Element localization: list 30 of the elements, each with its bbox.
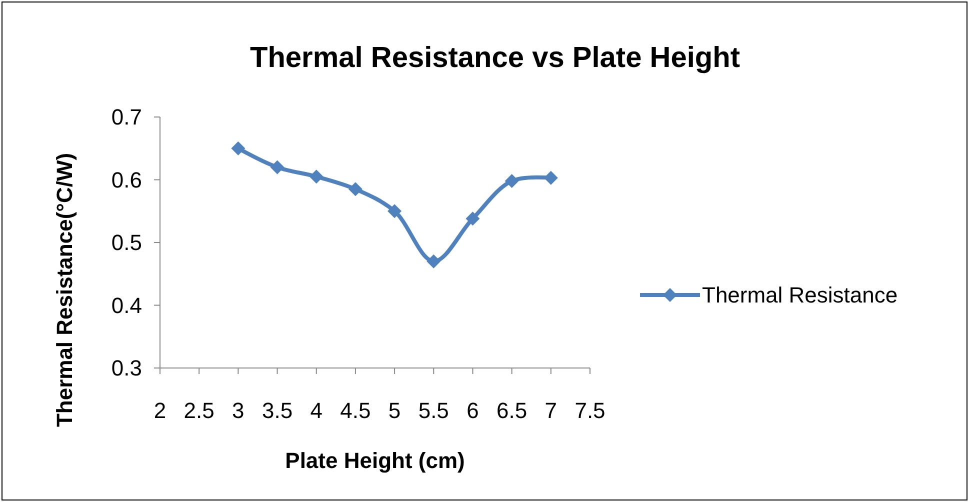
x-tick-label: 3 <box>232 398 244 423</box>
y-axis-title: Thermal Resistance(°C/W) <box>52 152 77 428</box>
y-tick-label: 0.4 <box>111 292 142 318</box>
x-tick-label: 6 <box>466 398 479 423</box>
point <box>270 160 284 174</box>
point <box>348 182 362 196</box>
x-tick-label: 2 <box>154 398 166 423</box>
x-tick-label: 3.5 <box>262 398 293 423</box>
point <box>504 174 519 188</box>
x-tick-label: 7 <box>544 398 558 423</box>
point <box>309 170 324 184</box>
x-tick-label: 5.5 <box>418 398 449 423</box>
legend-label: Thermal Resistance <box>702 282 898 308</box>
x-axis-title: Plate Height (cm) <box>285 448 465 473</box>
chart-title: Thermal Resistance vs Plate Height <box>250 42 740 74</box>
y-tick-label: 0.6 <box>111 167 142 192</box>
x-tick-label: 2.5 <box>184 398 214 423</box>
x-tick-label: 7.5 <box>574 398 606 423</box>
x-tick-label: 4 <box>310 398 322 423</box>
point <box>426 254 441 268</box>
point <box>466 212 480 226</box>
point <box>388 204 402 218</box>
x-tick-label: 4.5 <box>340 398 371 423</box>
x-tick-label: 6.5 <box>496 398 528 423</box>
y-tick-label: 0.3 <box>111 356 142 381</box>
point <box>544 170 558 185</box>
y-tick-label: 0.7 <box>111 104 142 130</box>
point <box>231 141 246 156</box>
y-tick-label: 0.5 <box>111 230 142 256</box>
x-tick-label: 5 <box>388 398 401 423</box>
